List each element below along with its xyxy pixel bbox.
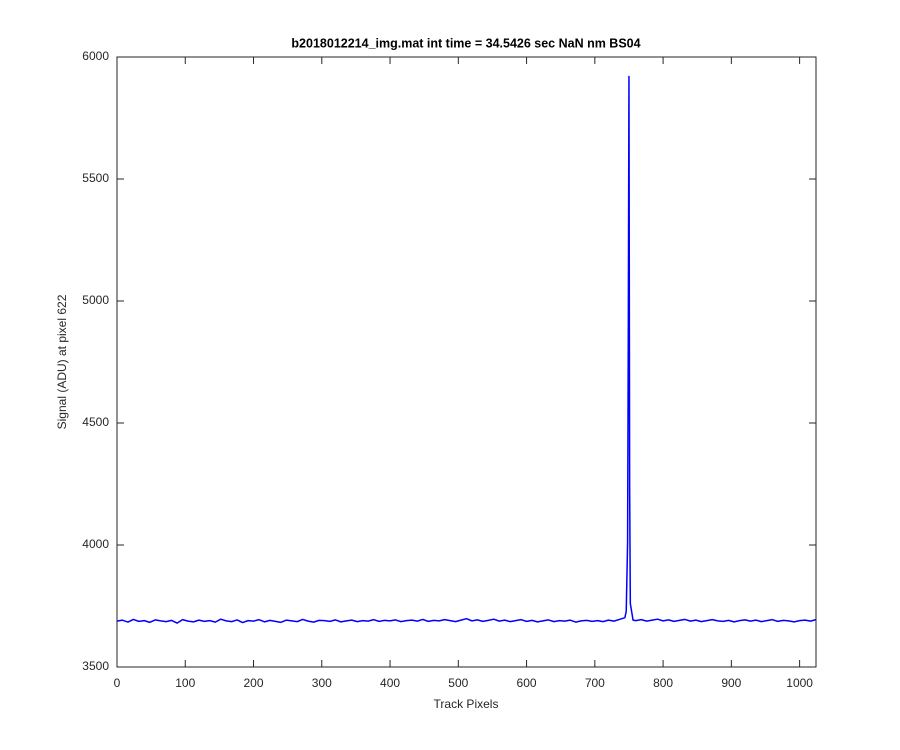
- x-axis-label: Track Pixels: [434, 697, 499, 711]
- x-tick-label: 100: [175, 676, 195, 690]
- signal-line: [116, 75, 817, 624]
- x-tick-label: 400: [380, 676, 400, 690]
- y-tick-label: 4500: [82, 415, 109, 429]
- chart-title: b2018012214_img.mat int time = 34.5426 s…: [291, 36, 640, 50]
- y-tick-label: 3500: [82, 659, 109, 673]
- y-axis-label: Signal (ADU) at pixel 622: [55, 294, 69, 429]
- y-tick-label: 4000: [82, 537, 109, 551]
- x-tick-label: 800: [653, 676, 673, 690]
- x-tick-label: 900: [721, 676, 741, 690]
- y-tick-label: 6000: [82, 49, 109, 63]
- y-tick-label: 5500: [82, 171, 109, 185]
- x-tick-label: 700: [585, 676, 605, 690]
- x-tick-label: 500: [448, 676, 468, 690]
- x-tick-label: 300: [312, 676, 332, 690]
- y-tick-label: 5000: [82, 293, 109, 307]
- x-tick-label: 600: [517, 676, 537, 690]
- plot-area: [116, 56, 817, 668]
- x-tick-label: 200: [244, 676, 264, 690]
- x-tick-label: 1000: [786, 676, 813, 690]
- x-tick-label: 0: [114, 676, 121, 690]
